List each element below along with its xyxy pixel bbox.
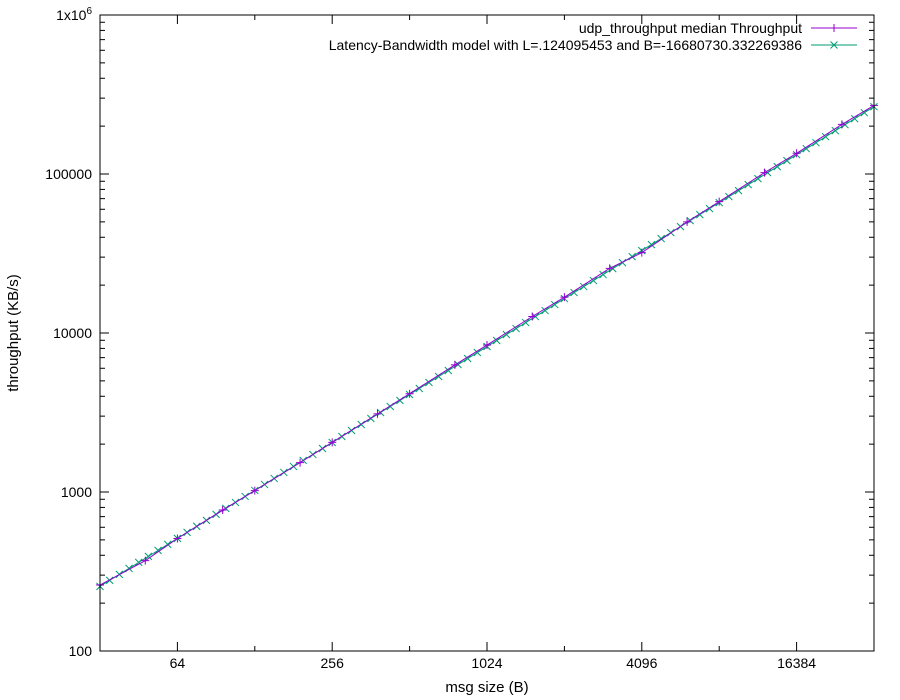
model-marker	[492, 336, 501, 345]
throughput-marker	[218, 506, 227, 515]
throughput-marker	[250, 486, 259, 495]
legend-label-series-1: udp_throughput median Throughput	[579, 20, 802, 36]
legend-swatches	[811, 24, 857, 49]
model-marker	[570, 288, 578, 297]
model-marker	[831, 126, 840, 135]
y-tick-label: 10000	[53, 325, 92, 341]
model-marker	[502, 330, 511, 339]
x-tick-label: 64	[170, 655, 186, 671]
throughput-marker	[173, 534, 182, 543]
model-marker	[821, 132, 830, 141]
throughput-marker	[837, 120, 846, 129]
model-marker	[754, 174, 762, 183]
legend-swatch-marker	[830, 41, 838, 49]
axes: 100 1000 10000 100000 1x106 64 256 1024 4096 1638…	[45, 6, 874, 671]
model-marker	[134, 558, 143, 567]
throughput-marker	[605, 264, 614, 273]
throughput-marker	[405, 389, 414, 398]
throughput-marker	[637, 248, 646, 257]
x-tick-label: 16384	[777, 655, 816, 671]
throughput-marker	[296, 458, 305, 467]
model-marker	[850, 114, 859, 123]
x-tick-label: 1024	[471, 655, 502, 671]
legend-swatch-marker	[830, 24, 838, 32]
y-tick-label: 1000	[61, 484, 92, 500]
model-marker	[521, 318, 530, 327]
model-marker	[154, 546, 162, 555]
legend: udp_throughput median Throughput Latency…	[329, 20, 857, 53]
model-marker	[802, 144, 811, 153]
throughput-marker	[528, 312, 537, 321]
throughput-marker	[141, 556, 150, 565]
x-axis-title: msg size (B)	[445, 679, 528, 696]
model-marker	[550, 300, 559, 309]
model-marker	[773, 162, 782, 171]
throughput-marker	[560, 293, 569, 302]
model-marker	[579, 282, 588, 291]
model-marker	[512, 324, 520, 333]
model-marker	[589, 276, 598, 285]
throughput-marker	[373, 409, 382, 418]
throughput-marker	[483, 341, 491, 350]
throughput-marker	[715, 197, 724, 206]
throughput-marker	[450, 360, 459, 369]
model-marker	[647, 240, 656, 249]
model-marker	[783, 156, 791, 165]
y-axis-title: throughput (KB/s)	[5, 274, 22, 392]
x-tick-label: 4096	[626, 655, 657, 671]
y-tick-exponent: 6	[86, 6, 92, 17]
legend-label-series-2: Latency-Bandwidth model with L=.12409545…	[329, 37, 802, 53]
throughput-marker	[328, 438, 337, 447]
y-tick-label: 1x106	[56, 6, 92, 23]
throughput-marker	[792, 149, 801, 158]
model-marker	[860, 108, 869, 117]
throughput-marker	[683, 217, 692, 226]
model-marker	[744, 180, 753, 189]
plot-area	[96, 101, 878, 591]
y-tick-label: 100000	[45, 166, 92, 182]
model-marker	[144, 552, 153, 561]
x-tick-label: 256	[321, 655, 345, 671]
model-marker	[473, 348, 482, 357]
model-marker	[541, 306, 549, 315]
y-tick-label: 100	[69, 643, 93, 659]
model-marker	[812, 138, 820, 147]
throughput-marker	[760, 168, 769, 177]
model-marker	[463, 354, 472, 363]
model-marker	[599, 270, 607, 279]
